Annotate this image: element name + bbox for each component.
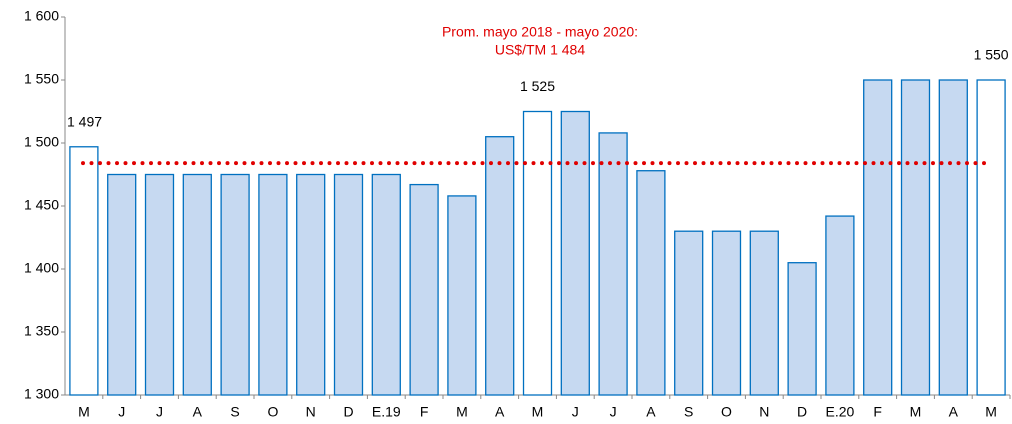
bar [296,173,326,396]
bar [144,173,175,396]
x-tick-label: A [646,404,656,420]
bar [409,183,439,396]
x-tick-label: A [193,404,203,420]
bar [900,79,931,396]
bar [938,79,968,396]
bar [787,262,817,396]
bar [220,173,250,396]
bar [560,110,590,396]
y-tick-label: 1 500 [24,134,59,150]
bar [863,79,893,396]
x-tick-label: A [949,404,959,420]
x-tick-label: F [873,404,882,420]
x-tick-label: N [759,404,769,420]
x-tick-label: F [420,404,429,420]
y-tick-label: 1 350 [24,323,59,339]
x-tick-label: N [306,404,316,420]
x-tick-label: M [532,404,544,420]
bar [598,132,628,396]
x-tick-label: M [910,404,922,420]
x-tick-label: J [118,404,125,420]
annotation-text: Prom. mayo 2018 - mayo 2020: [442,24,638,40]
bar [825,215,855,396]
x-tick-label: M [78,404,90,420]
x-tick-label: S [230,404,239,420]
bar [333,173,364,396]
bar [69,146,99,396]
x-tick-label: E.20 [825,404,854,420]
bar [749,230,779,396]
bar [485,136,515,396]
bar [976,79,1006,396]
value-label: 1 525 [520,78,555,94]
bar [522,110,553,396]
x-tick-label: O [721,404,732,420]
y-tick-label: 1 450 [24,197,59,213]
y-tick-label: 1 300 [24,386,59,402]
x-tick-label: E.19 [372,404,401,420]
value-label: 1 497 [67,113,102,129]
y-tick-label: 1 550 [24,71,59,87]
x-tick-label: J [610,404,617,420]
bar [107,173,137,396]
bar [636,170,666,396]
y-tick-label: 1 600 [24,8,59,24]
bar [371,173,401,396]
x-tick-label: O [267,404,278,420]
value-label: 1 550 [974,47,1009,63]
x-tick-label: J [156,404,163,420]
x-tick-label: D [343,404,353,420]
x-tick-label: S [684,404,693,420]
bar [674,230,704,396]
y-tick-label: 1 400 [24,260,59,276]
bar [258,173,288,396]
x-tick-label: D [797,404,807,420]
x-tick-label: M [985,404,997,420]
bar [182,173,212,396]
bar [447,195,477,396]
x-tick-label: J [572,404,579,420]
annotation-text: US$/TM 1 484 [495,42,585,58]
x-tick-label: M [456,404,468,420]
bar [711,230,742,396]
x-tick-label: A [495,404,505,420]
